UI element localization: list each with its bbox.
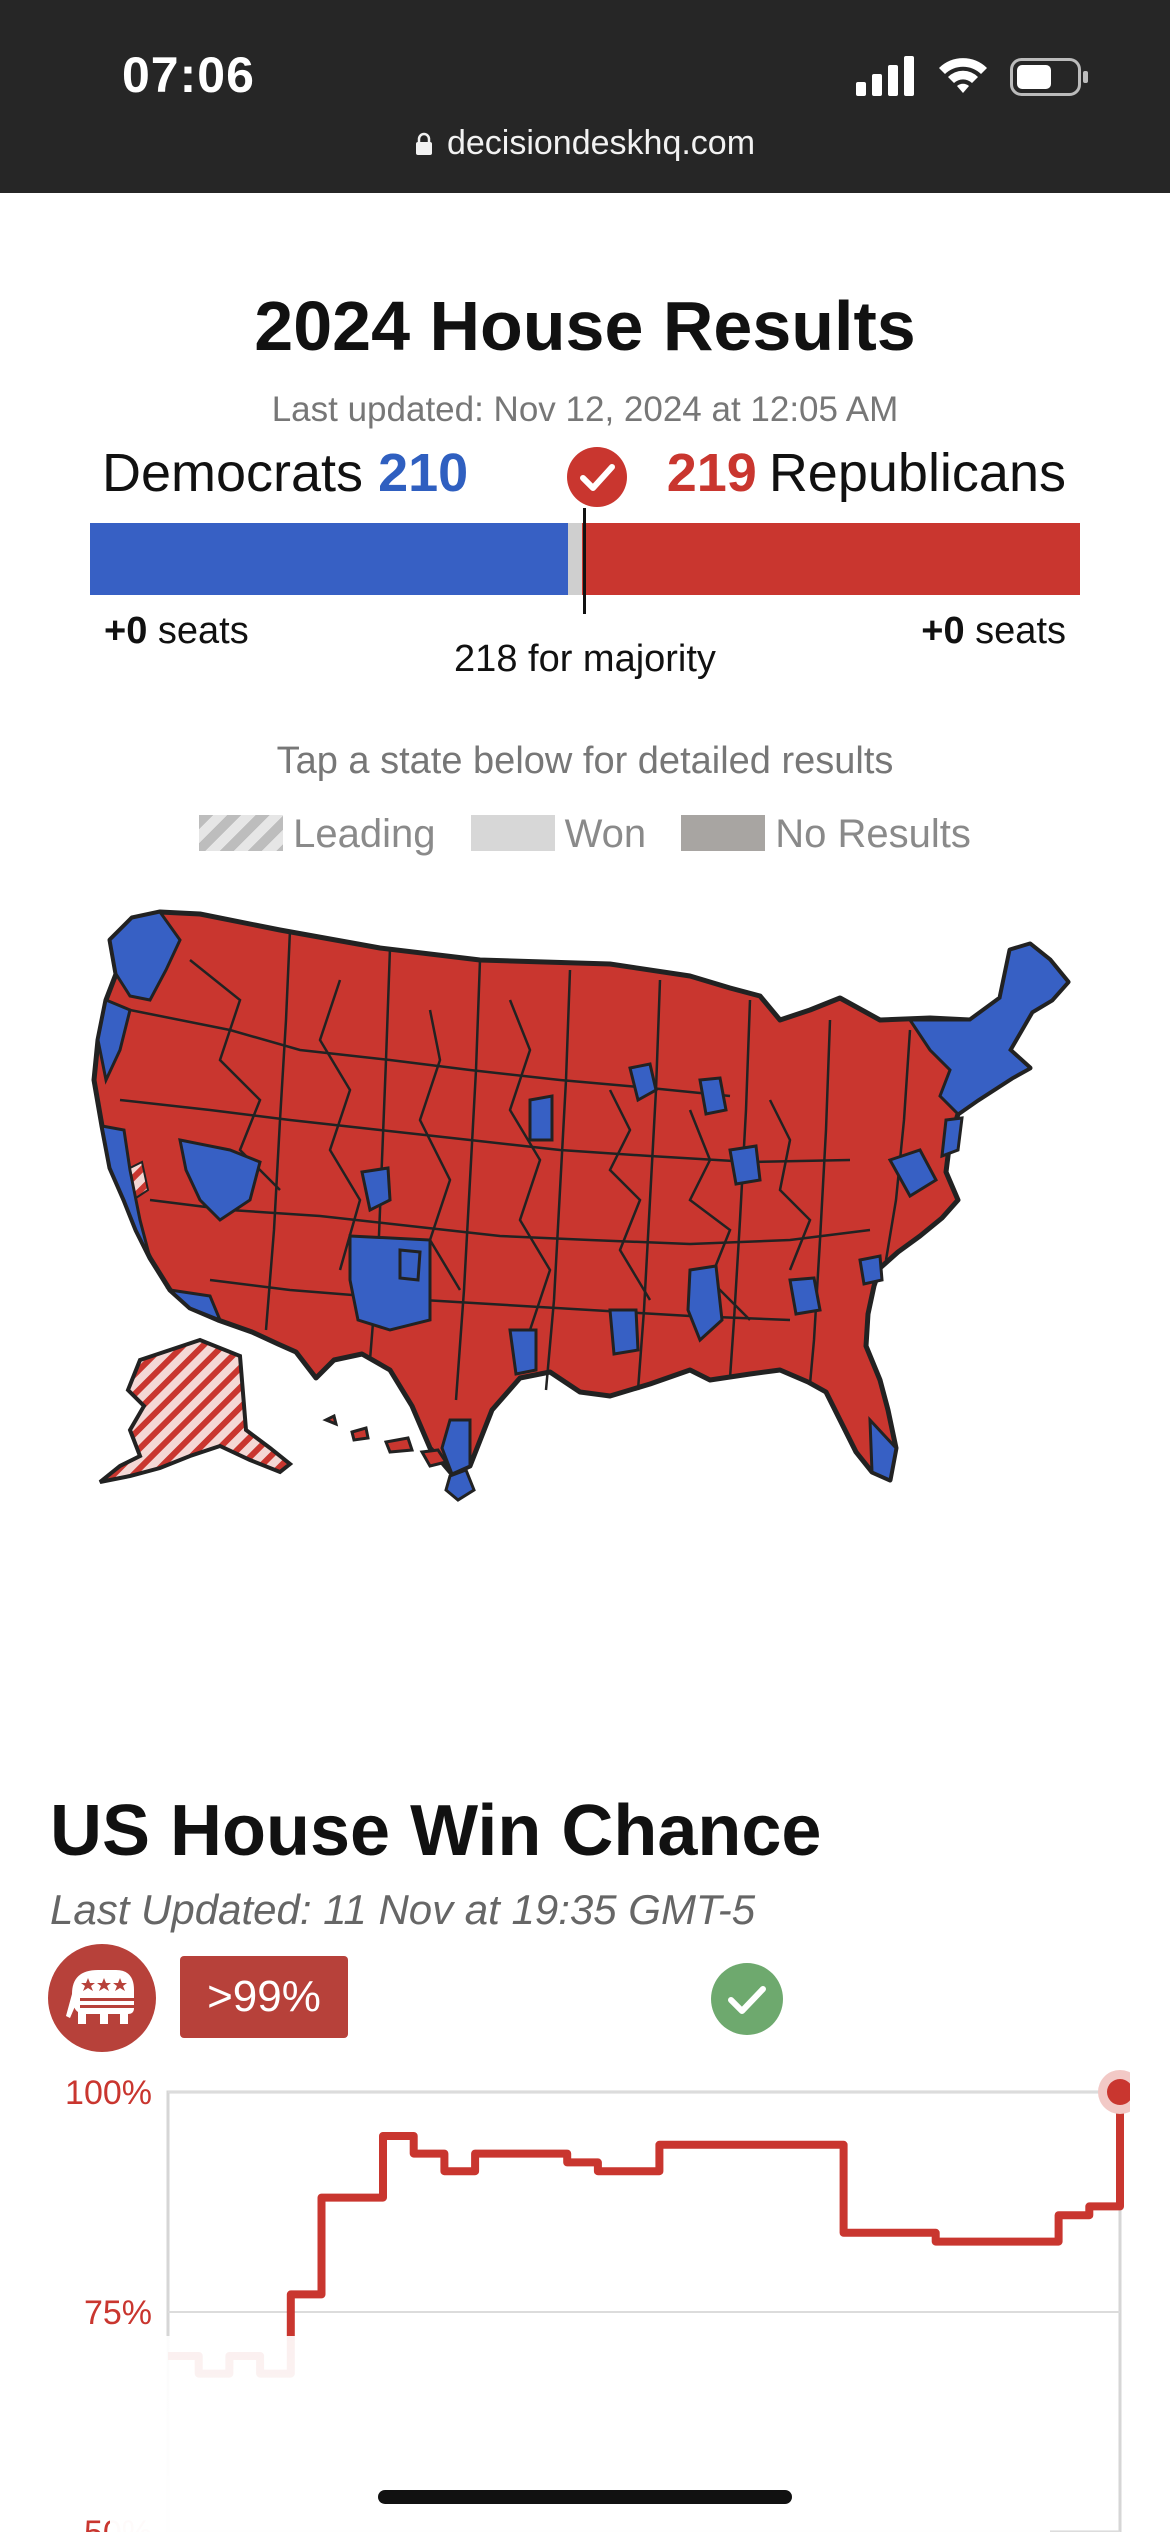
address-bar[interactable]: decisiondeskhq.com <box>0 124 1170 163</box>
democrats-seat-count: 210 <box>378 443 469 503</box>
republicans-winner-check-icon <box>567 447 627 507</box>
won-swatch <box>470 815 555 851</box>
uncalled-seat-segment <box>567 523 582 595</box>
no-results-swatch <box>681 815 766 851</box>
us-house-district-map[interactable] <box>90 900 1080 1530</box>
battery-icon <box>1010 58 1088 96</box>
democrats-seat-segment <box>90 523 568 595</box>
series-lines <box>168 2092 1124 2378</box>
majority-threshold: 218 for majority <box>454 638 716 680</box>
republicans-tally: 219 Republicans <box>667 442 1066 504</box>
home-indicator <box>378 2490 792 2504</box>
win-chance-title: US House Win Chance <box>50 1791 822 1871</box>
republicans-seat-count: 219 <box>666 443 757 503</box>
y-tick-label: 75% <box>84 2294 152 2332</box>
legend-won: Won <box>470 812 646 857</box>
republicans-seat-change: +0 seats <box>921 610 1066 652</box>
elephant-glyph <box>66 1970 134 2024</box>
cellular-signal-icon <box>856 56 914 96</box>
end-point <box>1107 2079 1130 2105</box>
wifi-icon <box>939 58 987 93</box>
map-hint: Tap a state below for detailed results <box>276 740 894 782</box>
legend-no-results: No Results <box>681 812 971 857</box>
win-chance-last-updated: Last Updated: 11 Nov at 19:35 GMT-5 <box>50 1886 756 1933</box>
republicans-label: Republicans <box>768 443 1066 503</box>
results-title: 2024 House Results <box>254 287 916 365</box>
democratic-districts[interactable] <box>96 910 1070 1483</box>
democrats-seat-change: +0 seats <box>104 610 249 652</box>
gridlines <box>168 2091 1120 2532</box>
y-tick-label: 100% <box>65 2074 152 2112</box>
leading-district[interactable] <box>128 1160 150 1200</box>
end-point-marker <box>1098 2070 1130 2114</box>
win-probability-chip: >99% <box>180 1956 348 2038</box>
democrats-label: Democrats <box>102 443 364 503</box>
series-line <box>168 2092 1124 2378</box>
democrats-tally: Democrats 210 <box>102 442 468 504</box>
status-time: 07:06 <box>122 47 255 103</box>
gop-elephant-icon <box>48 1944 156 2052</box>
hawaii-districts[interactable] <box>322 1413 476 1502</box>
legend-leading: Leading <box>199 812 435 857</box>
leading-swatch <box>199 815 284 851</box>
results-last-updated: Last updated: Nov 12, 2024 at 12:05 AM <box>271 390 899 429</box>
url-text: decisiondeskhq.com <box>446 124 756 162</box>
majority-marker <box>583 508 586 614</box>
check-icon <box>711 1963 783 2035</box>
alaska-district[interactable] <box>98 1337 294 1484</box>
map-legend: Leading Won No Results <box>0 812 1170 857</box>
browser-top-bar: 07:06 decisiondeskhq.com <box>0 0 1170 193</box>
lock-icon <box>415 132 432 155</box>
